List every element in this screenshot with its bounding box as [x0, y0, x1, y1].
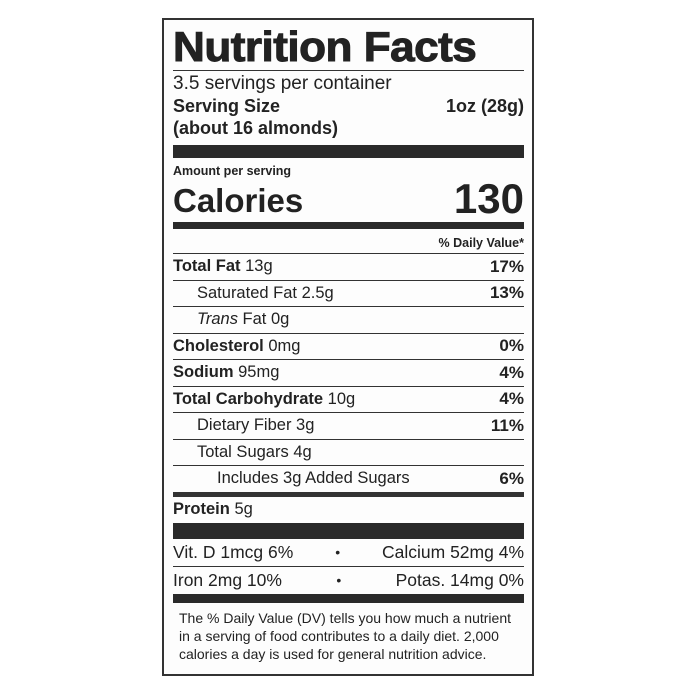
- nutrient-dv: 13%: [489, 283, 524, 303]
- nutrient-name: Total Fat: [173, 257, 241, 276]
- nutrient-name: Total Carbohydrate: [173, 389, 324, 408]
- servings-per-container: 3.5 servings per container: [173, 73, 392, 94]
- nutrient-name: Dietary Fiber: [197, 416, 292, 435]
- calories-row: Calories 130: [173, 178, 524, 220]
- nutrient-amount: 5g: [234, 500, 253, 518]
- nutrition-facts-label: Nutrition Facts 3.5 servings per contain…: [162, 18, 534, 676]
- nutrient-amount: 95mg: [238, 363, 280, 382]
- thick-divider: [173, 145, 524, 158]
- nutrient-dv: 4%: [499, 389, 524, 409]
- nutrient-dv: 11%: [490, 415, 524, 435]
- nutrient-amount: 2.5g: [301, 283, 334, 302]
- nutrient-dv: 17%: [489, 256, 524, 276]
- nutrient-amount: 10g: [327, 389, 356, 408]
- nutrient-row-trans-fat: Trans Fat 0g: [173, 306, 524, 333]
- nutrient-name: Total Sugars: [197, 442, 289, 461]
- nutrient-row-total-sugars: Total Sugars 4g: [173, 438, 524, 466]
- nutrient-row-cholesterol: Cholesterol 0mg 0%: [173, 332, 524, 360]
- thick-divider: [173, 522, 524, 539]
- nutrient-dv: 0%: [499, 336, 524, 356]
- nutrient-name: Sodium: [173, 363, 234, 382]
- amount-per-serving: Amount per serving: [173, 164, 292, 178]
- daily-value-header: % Daily Value*: [438, 236, 524, 250]
- nutrient-amount: 3g: [296, 416, 315, 435]
- mineral-row: Iron 2mg 10% • Potas. 14mg 0%: [173, 567, 524, 594]
- serving-size-value: 1oz (28g): [445, 96, 524, 116]
- nutrient-name: Protein: [173, 500, 230, 518]
- nutrient-row-dietary-fiber: Dietary Fiber 3g 11%: [173, 412, 524, 439]
- serving-size: Serving Size 1oz (28g): [173, 95, 524, 117]
- separator-dot: •: [335, 544, 341, 560]
- nutrient-amount: 0g: [270, 310, 290, 329]
- nutrient-amount: 0mg: [268, 336, 301, 355]
- nutrient-name: Saturated Fat: [197, 283, 297, 302]
- nutrient-name: Cholesterol: [173, 336, 264, 355]
- serving-size-label: Serving Size: [173, 96, 281, 116]
- nutrient-row-total-carbohydrate: Total Carbohydrate 10g 4%: [173, 385, 524, 413]
- mineral-left: Vit. D 1mcg 6%: [173, 541, 294, 562]
- nutrient-amount: 13g: [245, 257, 273, 276]
- nutrient-row-saturated-fat: Saturated Fat 2.5g 13%: [173, 279, 524, 307]
- calories-value: 130: [453, 175, 524, 222]
- divider: [173, 70, 524, 71]
- serving-size-note: (about 16 almonds): [173, 118, 339, 138]
- footnote: The % Daily Value (DV) tells you how muc…: [179, 609, 511, 662]
- medium-divider: [173, 593, 524, 603]
- calories-label: Calories: [173, 182, 304, 219]
- mineral-row: Vit. D 1mcg 6% • Calcium 52mg 4%: [173, 539, 524, 566]
- nutrient-dv: 4%: [499, 362, 524, 382]
- nutrient-row-total-fat: Total Fat 13g 17%: [173, 253, 524, 280]
- medium-divider: [173, 222, 524, 229]
- nutrient-name: Trans: [197, 310, 238, 329]
- nutrient-amount: 4g: [293, 442, 312, 461]
- mineral-right: Calcium 52mg 4%: [382, 541, 524, 562]
- nutrient-dv: 6%: [499, 468, 524, 488]
- nutrient-name-suffix: Fat: [242, 310, 267, 329]
- separator-dot: •: [336, 572, 342, 588]
- divider: [173, 565, 524, 567]
- mineral-right: Potas. 14mg 0%: [395, 569, 524, 590]
- nutrient-row-sodium: Sodium 95mg 4%: [173, 359, 524, 386]
- nutrient-name: Includes 3g Added Sugars: [217, 469, 410, 488]
- label-title: Nutrition Facts: [172, 23, 477, 70]
- nutrient-row-added-sugars: Includes 3g Added Sugars 6%: [173, 465, 524, 492]
- nutrient-row-protein: Protein 5g: [173, 491, 524, 523]
- mineral-left: Iron 2mg 10%: [173, 569, 282, 590]
